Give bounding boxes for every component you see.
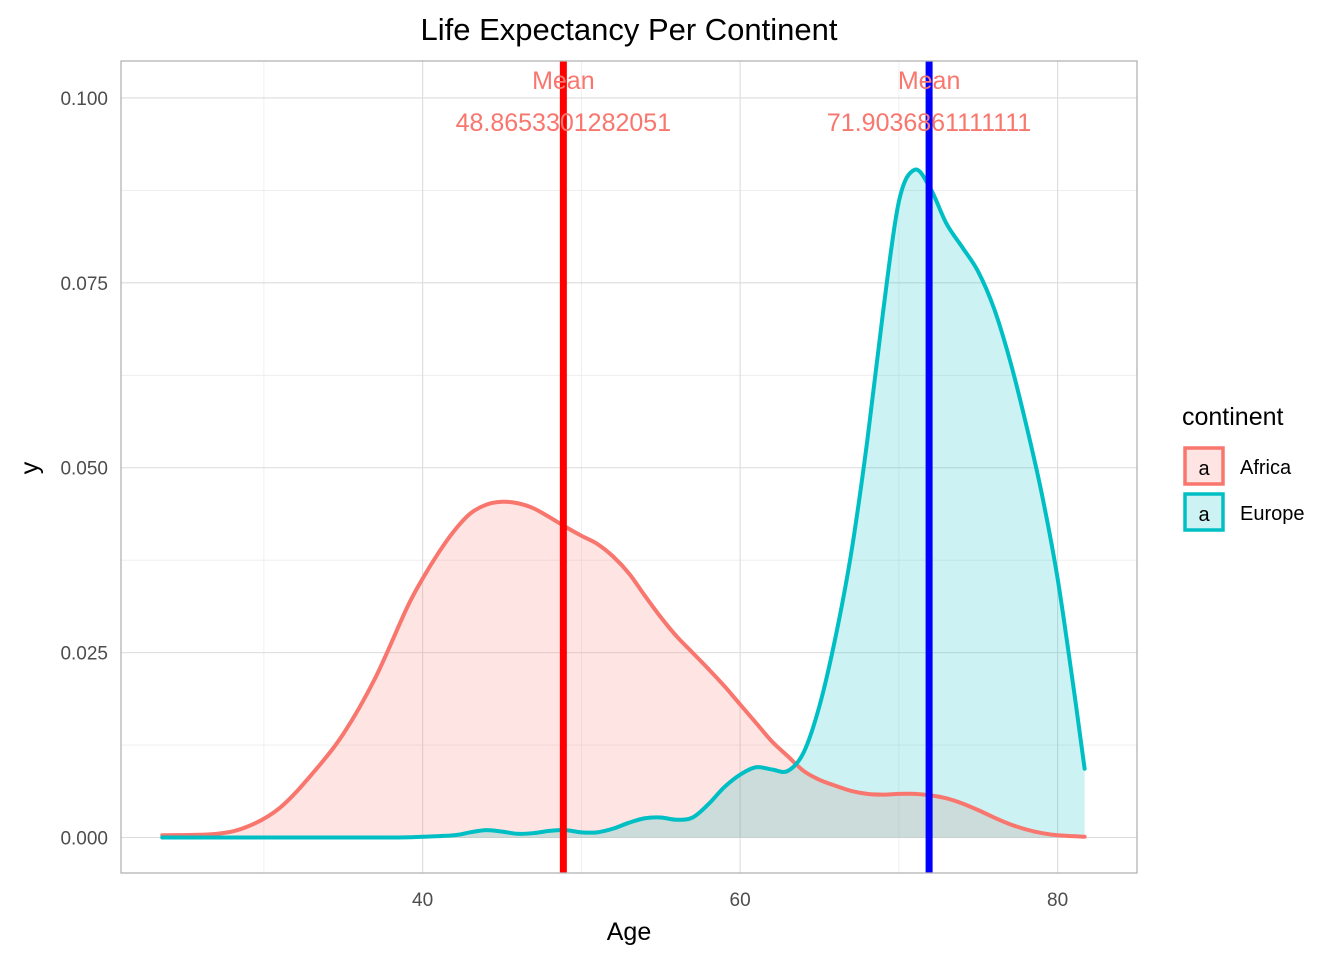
y-tick-label: 0.050 [60,459,108,480]
x-tick-label: 60 [730,890,751,911]
legend-title: continent [1182,403,1284,431]
x-tick-label: 80 [1047,890,1068,911]
y-tick-label: 0.025 [60,644,108,665]
x-axis-title: Age [607,918,651,946]
density-line-africa [160,499,1087,839]
legend-label-africa: Africa [1240,457,1292,479]
legend-key-africa [1183,446,1225,486]
chart-title: Life Expectancy Per Continent [420,12,837,47]
legend-key-europe [1183,492,1225,532]
mean-annotation-value: 48.8653301282051 [456,109,672,137]
legend-label-europe: Europe [1240,503,1305,525]
density-area-europe [162,169,1085,838]
y-axis-title: y [16,461,44,474]
density-area-africa [162,501,1085,838]
density-line-europe [160,167,1087,840]
mean-annotation-value: 71.9036861111111 [827,109,1031,137]
mean-annotation-label: Mean [898,67,961,95]
x-tick-label: 40 [412,890,433,911]
plot-area: 0.000 0.025 0.050 0.075 0.100 40 60 80 Mean 48.86… [60,60,1138,911]
panel-background [121,61,1137,873]
legend: continent a Africa a Europe [1182,403,1305,532]
y-tick-label: 0.075 [60,274,108,295]
mean-annotation-label: Mean [532,67,595,95]
legend-key-glyph: a [1198,504,1210,526]
y-tick-label: 0.100 [60,89,108,110]
panel-border [120,60,1138,874]
legend-key-glyph: a [1198,458,1210,480]
y-tick-label: 0.000 [60,829,108,850]
